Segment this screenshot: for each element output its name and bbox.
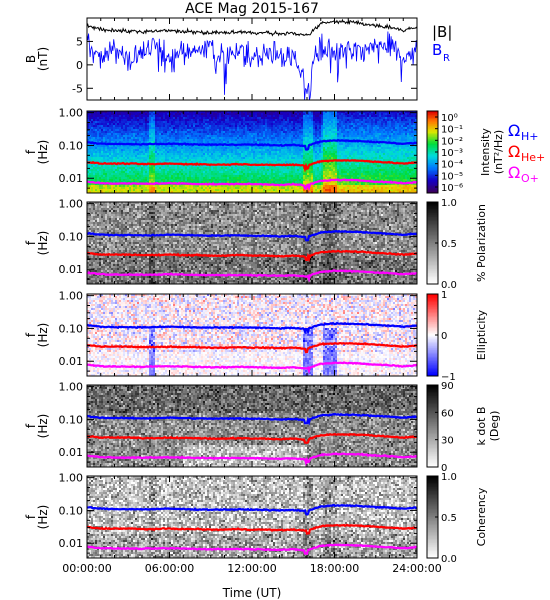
panel-intensity: 1.000.100.01f(Hz)10⁰10⁻¹10⁻²10⁻³10⁻⁴10⁻⁵… (24, 107, 545, 194)
figure-title: ACE Mag 2015-167 (185, 1, 319, 17)
legend-b-radial: B (432, 41, 442, 59)
legend-b-radial-sub: R (443, 53, 450, 64)
y-tick-label: 0 (76, 59, 83, 72)
y-axis-title: B(nT) (24, 47, 50, 71)
legend-b-total: |B| (432, 23, 452, 41)
y-tick-label: 5 (76, 35, 83, 48)
panel-magnetic-field: 5 0 -5 B(nT) |B|B R (24, 18, 452, 100)
y-tick-label: -5 (72, 82, 83, 95)
panels-group: 5 0 -5 B(nT) |B|B R 1.000.100.01f(Hz)10⁰10⁻¹10… (24, 18, 545, 575)
series-line-b-radial (87, 32, 417, 101)
y-axis-title-unit: (nT) (36, 47, 50, 71)
